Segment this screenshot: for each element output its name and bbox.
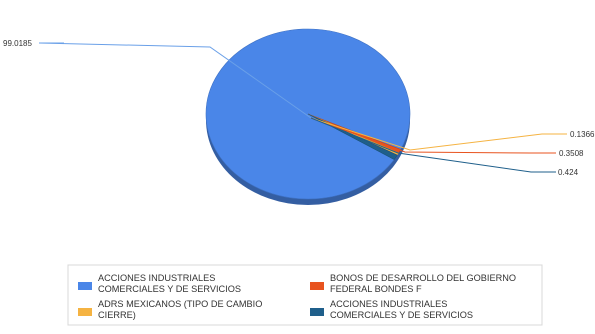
- data-label: 99.0185: [3, 39, 32, 48]
- data-label: 0.1366: [570, 130, 595, 139]
- legend-box: [67, 264, 543, 326]
- legend: ACCIONES INDUSTRIALES COMERCIALES Y DE SE…: [67, 264, 543, 326]
- legend-swatch: [78, 282, 92, 290]
- data-label: 0.424: [558, 168, 579, 177]
- legend-label: BONOS DE DESARROLLO DEL GOBIERNO FEDERAL …: [330, 273, 516, 294]
- leader-line: [310, 117, 567, 151]
- legend-label: ACCIONES INDUSTRIALES COMERCIALES Y DE SE…: [330, 299, 473, 320]
- leader-line: [310, 117, 556, 154]
- data-label-leaders: [38, 42, 567, 173]
- legend-swatch: [310, 282, 324, 290]
- data-label: 0.3508: [559, 149, 584, 158]
- leader-line: [310, 117, 556, 173]
- legend-swatch: [78, 308, 92, 316]
- legend-label: ADRS MEXICANOS (TIPO DE CAMBIO CIERRE): [98, 299, 262, 320]
- pie-slice[interactable]: [205, 28, 411, 200]
- pie-slices-layer: [205, 28, 411, 200]
- data-labels: 99.0185 0.3508 0.1366 0.424: [3, 39, 595, 177]
- legend-label: ACCIONES INDUSTRIALES COMERCIALES Y DE SE…: [98, 273, 241, 294]
- legend-swatch: [310, 308, 324, 316]
- leader-line: [38, 42, 312, 119]
